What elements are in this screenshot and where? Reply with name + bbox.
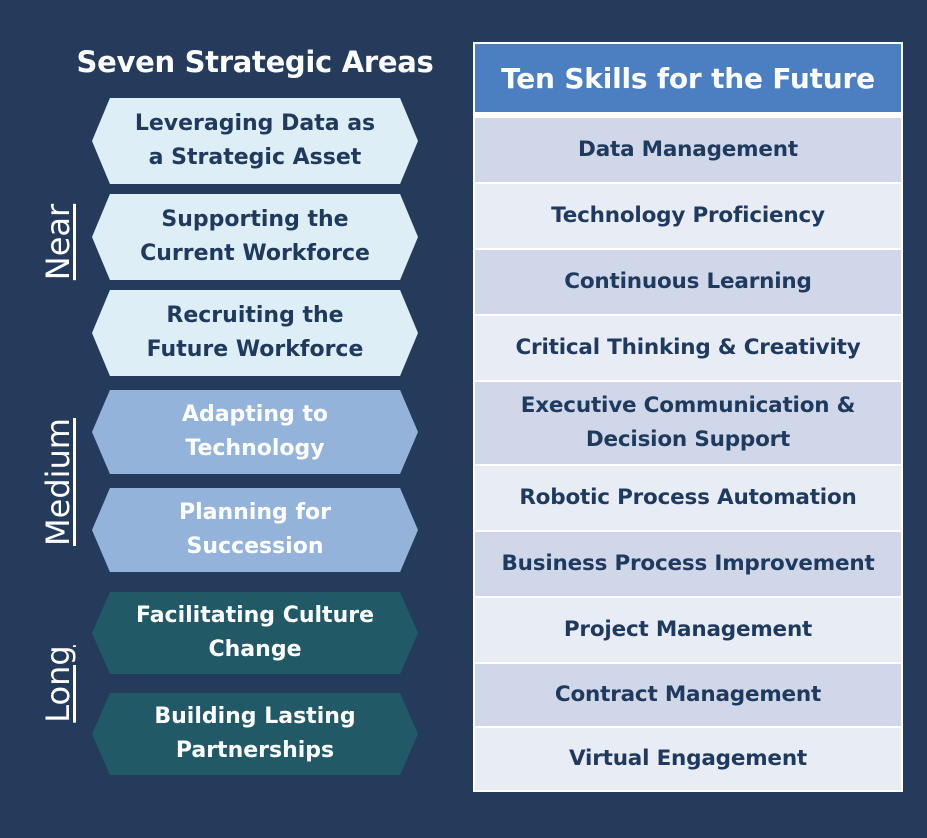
- strategic-area-line: Future Workforce: [146, 337, 364, 362]
- skill-label: Contract Management: [554, 682, 822, 707]
- skill-row-6: Robotic Process Automation: [475, 466, 901, 530]
- skill-label: Data Management: [578, 137, 798, 162]
- strategic-area-line: Leveraging Data as: [134, 111, 376, 136]
- skill-label: Critical Thinking & Creativity: [515, 335, 861, 360]
- strategic-area-6: Facilitating Culture Change: [92, 592, 418, 674]
- skill-label: Continuous Learning: [564, 269, 812, 294]
- skill-label: Robotic Process Automation: [519, 485, 857, 510]
- skill-label: Project Management: [563, 617, 813, 642]
- skill-row-2: Technology Proficiency: [475, 184, 901, 248]
- strategic-area-7: Building Lasting Partnerships: [92, 693, 418, 775]
- skill-label: Virtual Engagement: [568, 746, 807, 771]
- strategic-area-3: Recruiting the Future Workforce: [92, 290, 418, 376]
- strategic-area-line: Current Workforce: [140, 241, 370, 266]
- strategic-area-line: Building Lasting: [154, 704, 356, 729]
- strategic-area-2: Supporting the Current Workforce: [92, 194, 418, 280]
- skill-row-1: Data Management: [475, 118, 901, 182]
- skill-row-10: Virtual Engagement: [475, 728, 901, 790]
- skill-row-7: Business Process Improvement: [475, 532, 901, 596]
- strategic-area-line: Facilitating Culture: [135, 603, 375, 628]
- horizon-label-medium: Medium: [39, 418, 77, 546]
- strategic-area-line: a Strategic Asset: [148, 145, 362, 170]
- skill-label: Executive Communication &: [520, 393, 856, 418]
- strategic-area-1: Leveraging Data as a Strategic Asset: [92, 98, 418, 184]
- skill-row-8: Project Management: [475, 598, 901, 662]
- strategic-area-line: Recruiting the: [166, 303, 344, 328]
- skills-table: Ten Skills for the Future Data Managemen…: [473, 42, 903, 792]
- strategic-area-line: Partnerships: [175, 738, 335, 763]
- skill-label: Decision Support: [585, 427, 791, 452]
- strategic-area-4: Adapting to Technology: [92, 390, 418, 474]
- strategic-area-5: Planning for Succession: [92, 488, 418, 572]
- strategic-areas-title: Seven Strategic Areas: [76, 45, 434, 79]
- strategic-area-line: Succession: [186, 534, 324, 559]
- skill-row-4: Critical Thinking & Creativity: [475, 316, 901, 380]
- skill-row-3: Continuous Learning: [475, 250, 901, 314]
- strategic-area-line: Adapting to: [181, 402, 329, 427]
- strategic-area-line: Technology: [185, 436, 325, 461]
- skill-label: Technology Proficiency: [551, 203, 825, 228]
- horizon-label-long: Long: [39, 645, 77, 723]
- skill-label: Business Process Improvement: [501, 551, 875, 576]
- horizon-label-near: Near: [39, 203, 77, 281]
- skill-row-9: Contract Management: [475, 664, 901, 726]
- strategic-area-line: Supporting the: [161, 207, 349, 232]
- skills-table-title: Ten Skills for the Future: [475, 44, 901, 112]
- strategic-area-line: Change: [208, 637, 302, 662]
- skill-row-5: Executive Communication & Decision Suppo…: [475, 382, 901, 464]
- strategic-area-line: Planning for: [179, 500, 331, 525]
